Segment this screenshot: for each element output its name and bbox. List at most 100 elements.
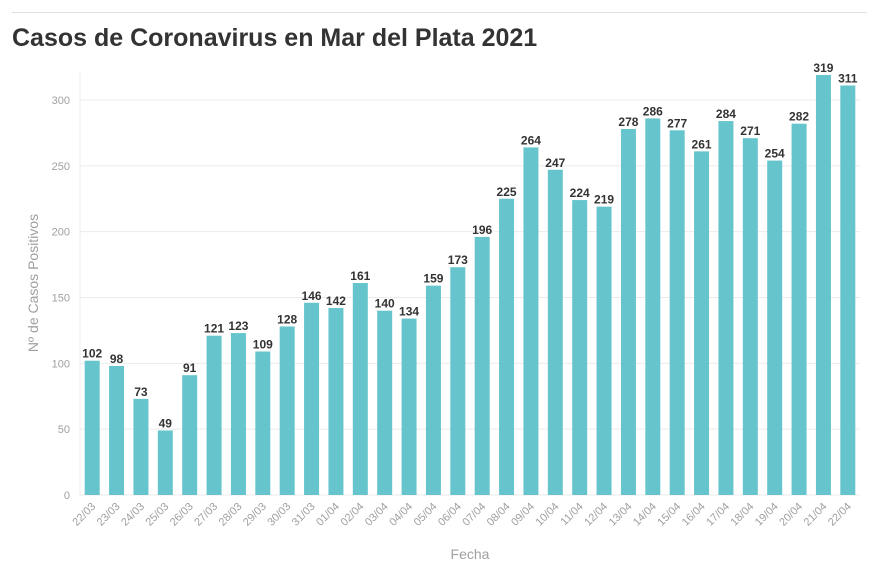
- data-label: 247: [545, 156, 565, 170]
- data-label: 140: [375, 297, 395, 311]
- x-tick-label: 22/03: [70, 501, 98, 529]
- data-label: 161: [350, 269, 370, 283]
- x-tick-label: 24/03: [119, 501, 147, 529]
- x-axis-label: Fecha: [451, 546, 490, 562]
- data-label: 254: [765, 147, 785, 161]
- bar: [694, 151, 710, 495]
- x-tick-label: 05/04: [412, 501, 440, 529]
- x-tick-label: 11/04: [558, 501, 585, 528]
- data-label: 261: [692, 137, 712, 151]
- data-label: 225: [497, 185, 517, 199]
- y-tick-label: 150: [52, 293, 70, 305]
- bar: [377, 310, 393, 495]
- bar: [669, 130, 685, 496]
- x-tick-label: 01/04: [314, 501, 342, 529]
- x-tick-label: 15/04: [655, 501, 683, 529]
- x-tick-label: 20/04: [777, 501, 805, 529]
- data-label: 91: [183, 361, 197, 375]
- data-label: 73: [134, 385, 148, 399]
- x-tick-label: 21/04: [802, 501, 830, 529]
- x-tick-label: 22/04: [826, 501, 854, 529]
- data-label: 128: [277, 312, 297, 326]
- data-label: 142: [326, 294, 346, 308]
- bar: [304, 302, 320, 495]
- bar: [401, 318, 417, 495]
- data-label: 109: [253, 337, 273, 351]
- data-label: 102: [82, 347, 102, 361]
- x-tick-label: 29/03: [241, 501, 269, 529]
- x-tick-label: 02/04: [338, 501, 366, 529]
- bar: [620, 128, 636, 495]
- x-tick-label: 19/04: [753, 501, 781, 529]
- data-label: 123: [228, 319, 248, 333]
- bar: [791, 123, 807, 495]
- x-tick-label: 28/03: [217, 501, 245, 529]
- bar: [815, 74, 831, 495]
- data-label: 264: [521, 133, 541, 147]
- x-tick-label: 23/03: [95, 501, 123, 529]
- data-label: 121: [204, 322, 224, 336]
- bar: [450, 267, 466, 495]
- x-tick-label: 03/04: [363, 501, 391, 529]
- x-tick-label: 10/04: [533, 501, 561, 529]
- data-label: 134: [399, 305, 419, 319]
- data-label: 319: [813, 61, 833, 75]
- y-tick-label: 50: [58, 424, 70, 436]
- data-label: 173: [448, 253, 468, 267]
- x-tick-label: 09/04: [509, 501, 537, 529]
- data-label: 278: [618, 115, 638, 129]
- data-label: 271: [740, 124, 760, 138]
- bar: [523, 147, 539, 495]
- bar: [157, 430, 173, 495]
- bar: [230, 333, 246, 495]
- x-tick-label: 07/04: [460, 501, 488, 529]
- data-label: 196: [472, 223, 492, 237]
- bar: [182, 375, 198, 495]
- bar: [547, 169, 563, 496]
- y-tick-label: 100: [52, 358, 70, 370]
- y-axis-label: Nº de Casos Positivos: [25, 214, 41, 352]
- bar: [425, 285, 441, 495]
- chart-title: Casos de Coronavirus en Mar del Plata 20…: [12, 24, 537, 52]
- data-label: 224: [570, 186, 590, 200]
- bar: [718, 121, 734, 496]
- y-tick-label: 200: [52, 227, 70, 239]
- bar: [645, 118, 661, 495]
- data-label: 282: [789, 110, 809, 124]
- x-tick-label: 04/04: [387, 501, 415, 529]
- bar: [767, 160, 783, 496]
- data-label: 98: [110, 352, 124, 366]
- data-label: 311: [838, 72, 858, 86]
- bar: [742, 138, 758, 495]
- data-label: 284: [716, 107, 736, 121]
- bar: [109, 365, 125, 495]
- y-tick-label: 0: [64, 490, 70, 502]
- y-tick-label: 250: [52, 161, 70, 173]
- bar: [84, 360, 100, 495]
- bar: [328, 308, 344, 495]
- x-tick-label: 08/04: [485, 501, 513, 529]
- x-tick-label: 30/03: [265, 501, 293, 529]
- bar: [279, 326, 295, 495]
- x-tick-label: 13/04: [607, 501, 635, 529]
- x-tick-label: 25/03: [143, 501, 171, 529]
- bar: [255, 351, 271, 495]
- bar: [133, 398, 149, 495]
- data-label: 146: [302, 289, 322, 303]
- x-tick-label: 17/04: [704, 501, 732, 529]
- data-label: 219: [594, 193, 614, 207]
- data-label: 277: [667, 116, 687, 130]
- bar: [596, 206, 612, 495]
- x-tick-label: 31/03: [290, 501, 318, 529]
- bar: [572, 200, 588, 496]
- x-tick-label: 26/03: [168, 501, 196, 529]
- data-label: 49: [159, 416, 173, 430]
- x-tick-label: 14/04: [631, 501, 659, 529]
- bar: [499, 198, 515, 495]
- bar: [474, 236, 490, 495]
- x-tick-label: 12/04: [582, 501, 610, 529]
- x-tick-label: 06/04: [436, 501, 464, 529]
- data-label: 159: [423, 272, 443, 286]
- bar: [840, 85, 856, 496]
